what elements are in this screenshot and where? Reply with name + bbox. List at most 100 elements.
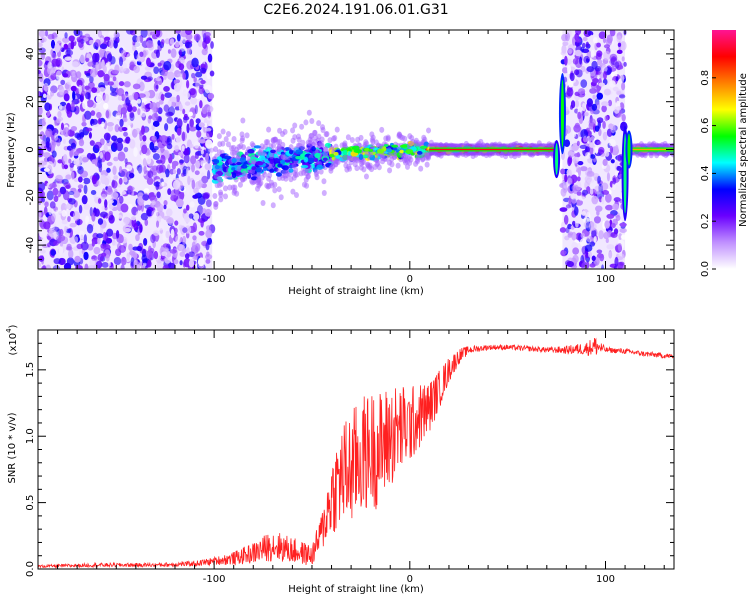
noise-blob <box>74 255 81 263</box>
noise-blob <box>112 165 117 176</box>
signal-blob <box>231 158 237 163</box>
signal-blob <box>383 143 389 148</box>
noise-blob <box>573 153 581 158</box>
noise-blob <box>154 30 161 38</box>
noise-blob <box>561 221 565 229</box>
noise-blob <box>566 169 572 176</box>
noise-blob <box>601 264 605 269</box>
signal-halo <box>213 146 219 153</box>
noise-blob <box>85 57 90 62</box>
signal-blob <box>251 166 257 170</box>
noise-blob <box>136 35 141 43</box>
noise-blob <box>585 261 590 269</box>
signal-halo <box>301 181 307 188</box>
noise-blob <box>590 154 596 159</box>
noise-blob <box>151 200 156 206</box>
signal-blob <box>347 151 352 156</box>
signal-halo <box>321 178 327 185</box>
noise-blob <box>615 76 619 82</box>
noise-blob <box>179 49 183 56</box>
noise-blob <box>103 36 111 41</box>
noise-blob <box>182 36 186 44</box>
noise-blob <box>120 256 127 266</box>
noise-blob <box>605 193 612 203</box>
noise-blob <box>586 98 593 107</box>
noise-blob <box>66 231 70 238</box>
noise-blob <box>194 159 201 170</box>
snr-x-label: Height of straight line (km) <box>288 584 424 595</box>
noise-blob <box>591 103 598 111</box>
snr-multiplier: (x104) <box>5 324 19 355</box>
noise-blob <box>142 258 149 264</box>
noise-blob <box>111 69 120 75</box>
signal-halo <box>225 141 231 148</box>
noise-blob <box>61 219 68 225</box>
noise-blob <box>595 205 603 212</box>
noise-blob <box>119 190 127 195</box>
signal-blob <box>399 149 404 154</box>
signal-halo <box>212 201 218 208</box>
signal-blob <box>277 163 283 168</box>
signal-halo <box>288 176 294 183</box>
noise-blob <box>51 150 57 158</box>
noise-blob <box>107 185 113 193</box>
signal-halo <box>293 192 299 199</box>
noise-blob <box>137 164 143 174</box>
noise-blob <box>195 71 203 78</box>
signal-halo <box>251 158 257 165</box>
signal-halo <box>291 162 297 169</box>
noise-blob <box>576 176 581 182</box>
signal-halo <box>267 172 273 179</box>
signal-blob <box>368 148 374 152</box>
noise-blob <box>58 246 64 255</box>
noise-blob <box>80 170 89 178</box>
noise-blob <box>68 158 72 164</box>
noise-blob <box>63 127 70 137</box>
noise-blob <box>82 156 89 163</box>
noise-blob <box>63 164 69 170</box>
noise-blob <box>58 85 65 96</box>
noise-blob <box>100 225 104 234</box>
signal-halo <box>353 156 359 163</box>
noise-blob <box>169 96 177 103</box>
noise-blob <box>618 94 626 99</box>
signal-blob <box>299 153 306 158</box>
noise-blob <box>208 147 215 153</box>
noise-blob <box>575 220 579 228</box>
noise-blob <box>153 82 159 92</box>
noise-blob <box>164 168 170 178</box>
noise-blob <box>38 146 42 156</box>
noise-blob <box>83 203 90 210</box>
signal-halo <box>373 157 379 164</box>
noise-blob <box>191 57 199 68</box>
noise-blob <box>598 82 605 87</box>
signal-blob <box>313 158 319 163</box>
noise-blob <box>145 40 154 48</box>
noise-blob <box>42 264 47 269</box>
noise-blob <box>615 144 619 152</box>
noise-blob <box>41 197 46 203</box>
noise-blob <box>132 91 139 101</box>
noise-blob <box>85 215 90 225</box>
noise-blob <box>123 176 128 183</box>
noise-blob <box>160 69 169 77</box>
noise-blob <box>101 205 106 211</box>
noise-blob <box>141 125 145 135</box>
noise-blob <box>121 221 126 227</box>
noise-blob <box>161 181 165 187</box>
spectrogram-y-tick-label: 40 <box>25 48 36 61</box>
noise-blob <box>88 132 92 139</box>
signal-halo <box>333 157 339 164</box>
noise-blob <box>210 41 214 49</box>
noise-blob <box>201 175 209 184</box>
noise-blob <box>620 234 628 240</box>
signal-halo <box>225 130 231 137</box>
signal-halo <box>212 192 218 199</box>
noise-blob <box>608 99 613 107</box>
noise-blob <box>152 145 159 151</box>
signal-halo <box>280 153 286 160</box>
signal-halo <box>342 142 348 149</box>
noise-blob <box>186 47 192 55</box>
noise-blob <box>167 217 174 226</box>
